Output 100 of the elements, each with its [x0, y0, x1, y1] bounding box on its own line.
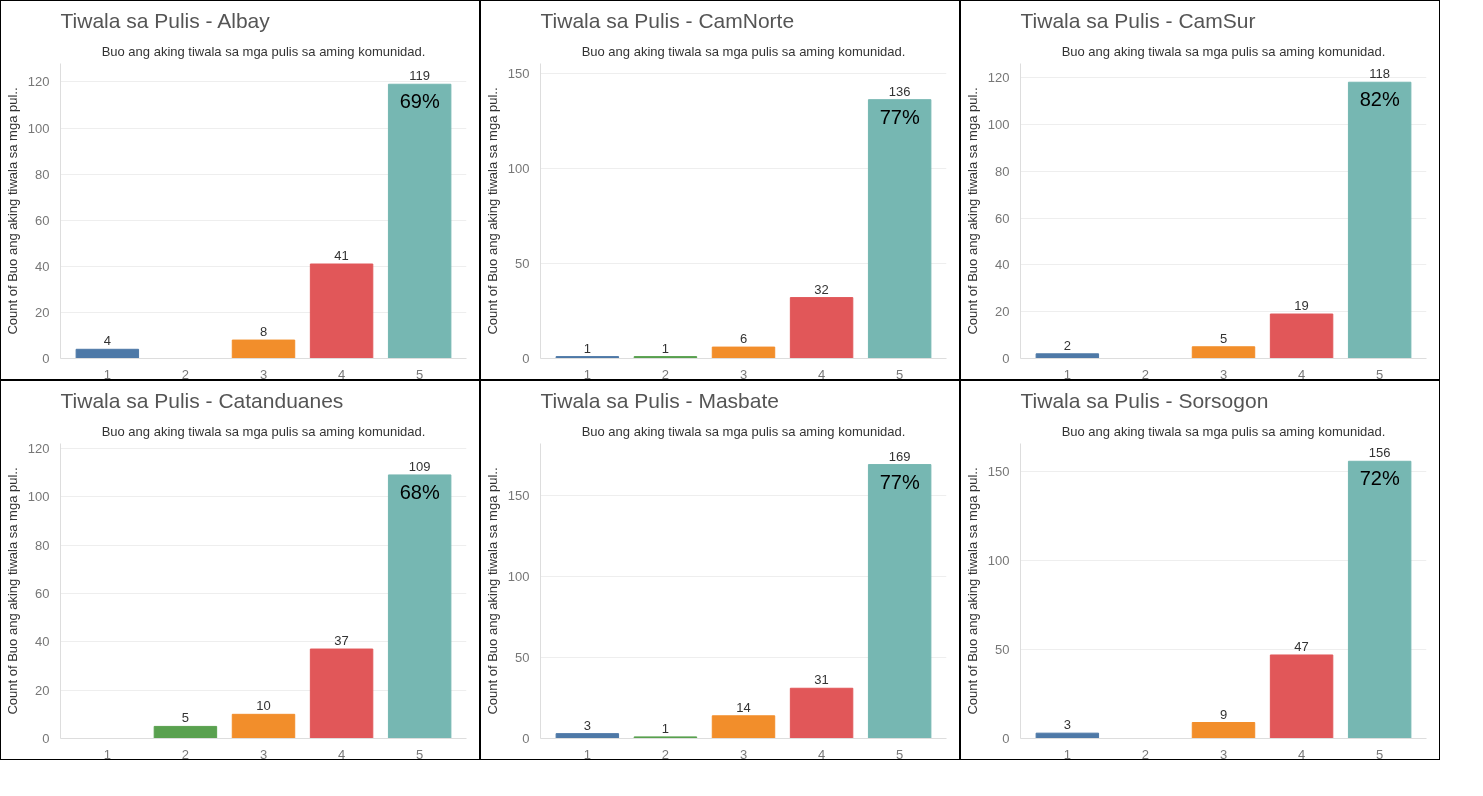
data-label: 9 [1219, 706, 1228, 722]
y-axis-title: Count of Buo ang aking tiwala sa mga pul.. [484, 467, 500, 715]
data-label: 19 [1294, 298, 1309, 314]
data-label: 31 [814, 672, 829, 688]
y-tick-label: 100 [987, 116, 1010, 132]
y-tick-label: 150 [507, 65, 530, 81]
x-tick-label: 1 [1063, 746, 1071, 762]
y-tick-label: 20 [995, 304, 1010, 320]
chart-title: Tiwala sa Pulis - Masbate [540, 388, 779, 412]
x-tick-label: 2 [181, 366, 190, 382]
annotation: 72% [1359, 467, 1400, 490]
data-label: 32 [814, 281, 829, 297]
y-tick-label: 120 [987, 70, 1010, 86]
chart-title: Tiwala sa Pulis - Albay [60, 8, 271, 32]
annotation: 68% [399, 480, 440, 503]
y-axis-title: Count of Buo ang aking tiwala sa mga pul.. [4, 467, 20, 715]
data-label: 8 [259, 324, 268, 340]
y-tick-label: 50 [995, 642, 1010, 658]
data-label: 119 [409, 68, 431, 84]
data-label: 1 [583, 340, 591, 356]
data-label: 1 [661, 340, 670, 356]
chart-subtitle: Buo ang aking tiwala sa mga pulis sa aming komunidad. [101, 43, 426, 59]
y-axis-title: Count of Buo ang aking tiwala sa mga pul.. [484, 87, 500, 335]
data-label: 169 [888, 448, 911, 464]
y-axis-title: Count of Buo ang aking tiwala sa mga pul.. [4, 87, 20, 335]
y-tick-label: 60 [35, 585, 50, 601]
y-tick-label: 150 [987, 464, 1010, 480]
y-tick-label: 50 [515, 255, 530, 271]
annotation: 77% [879, 470, 920, 493]
x-tick-label: 3 [739, 746, 748, 762]
x-tick-label: 4 [817, 746, 826, 762]
data-label: 1 [661, 720, 670, 736]
annotation: 69% [399, 90, 440, 113]
x-tick-label: 5 [416, 366, 424, 382]
y-tick-label: 60 [35, 212, 50, 228]
y-axis-title: Count of Buo ang aking tiwala sa mga pul.. [964, 87, 980, 335]
y-tick-label: 80 [35, 537, 50, 553]
y-tick-label: 100 [27, 120, 50, 136]
y-tick-label: 40 [995, 257, 1010, 273]
x-tick-label: 1 [103, 746, 111, 762]
x-tick-label: 3 [1219, 366, 1228, 382]
x-tick-label: 4 [337, 746, 346, 762]
data-label: 156 [1368, 445, 1391, 461]
x-tick-label: 4 [337, 366, 346, 382]
x-tick-label: 2 [661, 366, 670, 382]
y-tick-label: 0 [42, 731, 50, 746]
y-tick-label: 60 [995, 210, 1010, 226]
y-tick-label: 120 [27, 74, 50, 90]
x-tick-label: 1 [103, 366, 111, 382]
x-tick-label: 5 [896, 746, 904, 762]
chart-subtitle: Buo ang aking tiwala sa mga pulis sa aming komunidad. [581, 423, 906, 439]
data-label: 14 [736, 699, 751, 715]
x-tick-label: 2 [661, 746, 670, 762]
y-tick-label: 0 [522, 731, 530, 746]
x-tick-label: 3 [1219, 746, 1228, 762]
data-label: 6 [739, 331, 748, 347]
x-tick-label: 4 [1297, 366, 1306, 382]
x-tick-label: 1 [583, 366, 591, 382]
y-tick-label: 100 [507, 160, 530, 176]
x-tick-label: 2 [1141, 746, 1150, 762]
chart-subtitle: Buo ang aking tiwala sa mga pulis sa aming komunidad. [1061, 423, 1386, 439]
chart-subtitle: Buo ang aking tiwala sa mga pulis sa aming komunidad. [581, 43, 906, 59]
annotation: 82% [1359, 88, 1400, 111]
y-tick-label: 120 [27, 440, 50, 456]
y-tick-label: 0 [1002, 351, 1010, 366]
x-tick-label: 1 [583, 746, 591, 762]
y-tick-label: 0 [1002, 731, 1010, 746]
x-tick-label: 2 [1141, 366, 1150, 382]
data-label: 3 [583, 717, 591, 733]
x-tick-label: 2 [181, 746, 190, 762]
data-label: 5 [1219, 330, 1228, 346]
y-tick-label: 20 [35, 682, 50, 698]
y-tick-label: 100 [987, 553, 1010, 569]
chart-title: Tiwala sa Pulis - CamSur [1020, 8, 1256, 32]
y-tick-label: 20 [35, 304, 50, 320]
data-label: 136 [888, 83, 911, 99]
x-tick-label: 5 [896, 366, 904, 382]
y-tick-label: 50 [515, 649, 530, 665]
x-tick-label: 3 [259, 746, 268, 762]
x-tick-label: 4 [1297, 746, 1306, 762]
x-tick-label: 5 [1376, 746, 1384, 762]
data-label: 47 [1294, 638, 1309, 654]
y-tick-label: 0 [42, 351, 50, 366]
data-label: 5 [181, 710, 190, 726]
chart-subtitle: Buo ang aking tiwala sa mga pulis sa aming komunidad. [1061, 43, 1386, 59]
data-label: 109 [408, 458, 431, 474]
chart-title: Tiwala sa Pulis - Sorsogon [1020, 388, 1269, 412]
x-tick-label: 3 [259, 366, 268, 382]
x-tick-label: 5 [1376, 366, 1384, 382]
chart-title: Tiwala sa Pulis - Catanduanes [60, 388, 344, 412]
x-tick-label: 5 [416, 746, 424, 762]
y-tick-label: 150 [507, 487, 530, 503]
y-tick-label: 100 [27, 489, 50, 505]
chart-subtitle: Buo ang aking tiwala sa mga pulis sa aming komunidad. [101, 423, 426, 439]
data-label: 4 [103, 333, 111, 349]
data-label: 10 [256, 698, 271, 714]
x-tick-label: 4 [817, 366, 826, 382]
annotation: 77% [879, 105, 920, 128]
x-tick-label: 1 [1063, 366, 1071, 382]
y-tick-label: 80 [35, 166, 50, 182]
